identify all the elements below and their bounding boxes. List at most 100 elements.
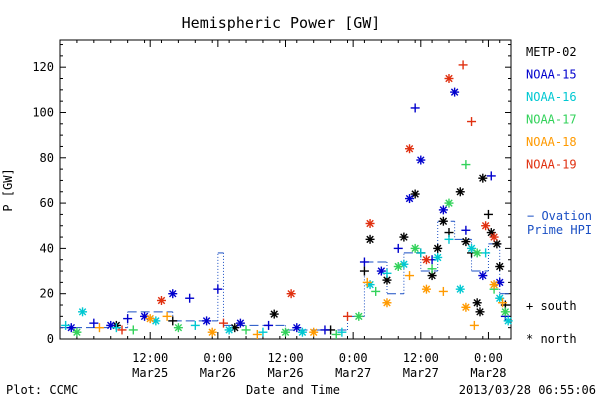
legend-entry: NOAA-15	[526, 68, 577, 82]
data-point-south	[362, 277, 372, 287]
legend-entry: NOAA-16	[526, 90, 577, 104]
data-point-south	[185, 293, 195, 303]
y-axis-ticks: 0 20 40 60 80 100 120	[32, 44, 511, 346]
data-point-south	[461, 225, 471, 235]
data-point-north	[472, 298, 482, 308]
data-point-north	[309, 327, 319, 337]
data-point-south	[481, 248, 491, 258]
data-point-south	[61, 320, 71, 330]
data-point-north	[235, 318, 245, 328]
legend-north-marker: * north	[526, 332, 577, 346]
x-axis-ticks: 12:00Mar250:00Mar2612:00Mar260:00Mar2712…	[59, 40, 507, 380]
data-point-south	[359, 266, 369, 276]
y-tick-label: 20	[40, 287, 54, 301]
data-point-north	[492, 239, 502, 249]
data-point-south	[427, 264, 437, 274]
x-tick-label-date: Mar26	[267, 366, 303, 380]
data-point-north	[500, 307, 510, 317]
data-point-north	[376, 266, 386, 276]
data-point-north	[269, 309, 279, 319]
data-point-north	[478, 173, 488, 183]
data-point-south	[94, 323, 104, 333]
data-point-north	[410, 189, 420, 199]
data-point-north	[421, 255, 431, 265]
data-point-south	[241, 325, 251, 335]
data-point-north	[202, 316, 212, 326]
footer-left: Plot: CCMC	[6, 383, 78, 397]
data-point-south	[371, 286, 381, 296]
data-point-north	[421, 284, 431, 294]
data-point-north	[405, 144, 415, 154]
data-point-south	[337, 327, 347, 337]
data-point-south	[168, 316, 178, 326]
data-point-north	[78, 307, 88, 317]
data-point-north	[168, 289, 178, 299]
legend-entry: NOAA-18	[526, 135, 577, 149]
data-point-north	[475, 307, 485, 317]
data-point-south	[458, 60, 468, 70]
data-point-south	[461, 160, 471, 170]
data-point-south	[469, 320, 479, 330]
x-tick-label-date: Mar26	[200, 366, 236, 380]
legend-entry: NOAA-19	[526, 158, 577, 172]
data-point-south	[111, 323, 121, 333]
data-point-north	[156, 295, 166, 305]
data-point-north	[297, 327, 307, 337]
data-point-north	[481, 221, 491, 231]
x-tick-label-time: 0:00	[339, 351, 368, 365]
data-point-south	[320, 325, 330, 335]
data-point-south	[416, 248, 426, 258]
data-point-north	[66, 323, 76, 333]
data-point-north	[399, 232, 409, 242]
data-point-south	[467, 117, 477, 127]
data-point-south	[498, 298, 508, 308]
data-point-south	[89, 318, 99, 328]
data-point-south	[331, 329, 341, 339]
data-point-south	[213, 284, 223, 294]
x-tick-label-date: Mar27	[403, 366, 439, 380]
data-point-north	[461, 237, 471, 247]
data-point-north	[106, 320, 116, 330]
footer-right: 2013/03/28 06:55:06	[459, 383, 596, 397]
data-point-north	[433, 243, 443, 253]
data-point-north	[455, 187, 465, 197]
chart-title: Hemispheric Power [GW]	[182, 14, 381, 32]
data-point-north	[444, 198, 454, 208]
data-point-north	[292, 323, 302, 333]
y-tick-label: 80	[40, 151, 54, 165]
x-tick-label-date: Mar27	[335, 366, 371, 380]
data-point-north	[354, 311, 364, 321]
data-point-north	[286, 289, 296, 299]
data-point-south	[382, 268, 392, 278]
data-point-north	[489, 280, 499, 290]
x-axis-label: Date and Time	[246, 383, 340, 397]
data-point-north	[405, 194, 415, 204]
data-point-south	[438, 286, 448, 296]
data-point-south	[444, 234, 454, 244]
data-point-north	[503, 316, 513, 326]
data-point-south	[486, 171, 496, 181]
data-point-north	[207, 327, 217, 337]
data-point-north	[365, 218, 375, 228]
y-tick-label: 100	[32, 105, 54, 119]
data-point-north	[478, 271, 488, 281]
data-point-south	[162, 311, 172, 321]
data-point-north	[393, 262, 403, 272]
data-point-south	[128, 325, 138, 335]
data-point-north	[416, 155, 426, 165]
data-point-south	[410, 103, 420, 113]
data-point-north	[382, 298, 392, 308]
data-point-north	[72, 327, 82, 337]
data-point-north	[450, 87, 460, 97]
data-point-north	[281, 327, 290, 337]
data-point-north	[472, 248, 482, 258]
data-point-north	[461, 302, 471, 312]
data-point-north	[427, 271, 437, 281]
data-point-south	[393, 243, 403, 253]
x-tick-label-time: 0:00	[474, 351, 503, 365]
ovation-legend-line1: − Ovation	[527, 209, 592, 223]
x-tick-label-time: 12:00	[132, 351, 168, 365]
series-legend: METP-02 NOAA-15 NOAA-16 NOAA-17 NOAA-18 NOAA-…	[526, 45, 577, 172]
data-point-north	[173, 323, 183, 333]
